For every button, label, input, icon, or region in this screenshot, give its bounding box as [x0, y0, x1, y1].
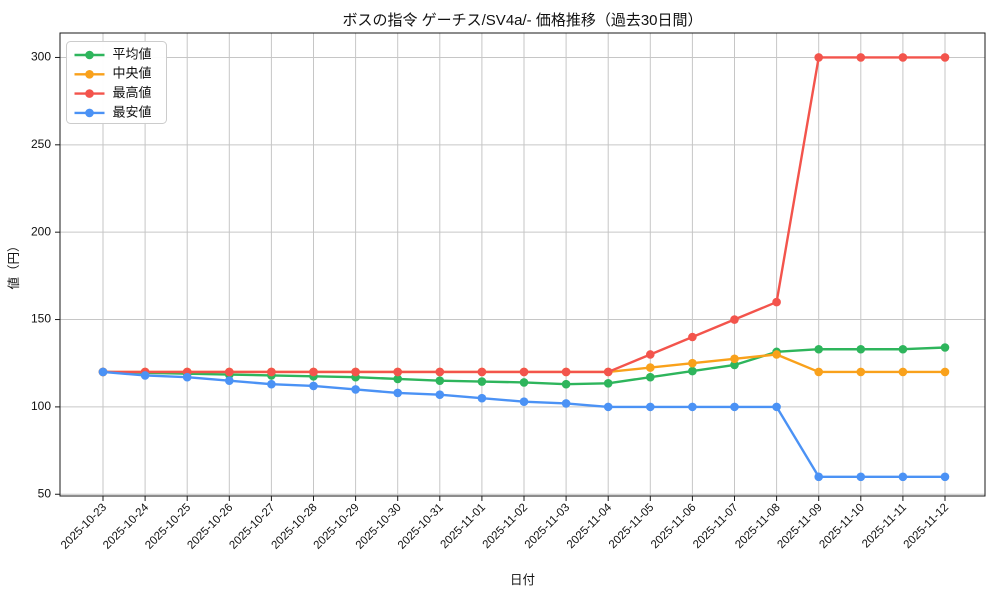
data-point-lowest: [519, 397, 529, 406]
data-point-highest: [519, 367, 529, 377]
data-point-average: [646, 372, 655, 382]
data-point-lowest: [435, 390, 445, 399]
data-point-highest: [267, 367, 276, 377]
data-point-highest: [898, 53, 908, 62]
data-point-median: [940, 367, 950, 377]
data-point-highest: [603, 367, 613, 377]
data-point-average: [856, 344, 866, 354]
data-point-lowest: [898, 472, 908, 482]
data-point-highest: [688, 332, 697, 342]
data-point-lowest: [393, 388, 403, 398]
data-point-median: [730, 354, 739, 364]
legend-marker-dot-highest: [85, 89, 94, 98]
y-tick-label: 250: [31, 137, 51, 151]
x-axis-label: 日付: [510, 573, 535, 587]
data-point-average: [561, 379, 571, 389]
data-point-highest: [351, 367, 360, 377]
data-point-average: [730, 360, 739, 370]
legend-label-lowest: 最安値: [113, 104, 152, 119]
data-point-median: [772, 350, 781, 359]
data-point-highest: [856, 53, 866, 62]
data-point-highest: [814, 53, 823, 62]
data-point-highest: [393, 367, 403, 377]
data-point-median: [856, 367, 866, 377]
y-axis-label: 値（円）: [6, 239, 21, 289]
y-tick-label: 100: [31, 399, 51, 413]
data-point-lowest: [98, 367, 108, 377]
legend-marker-dot-average: [85, 50, 94, 60]
data-point-lowest: [182, 372, 192, 382]
data-point-highest: [477, 367, 487, 377]
data-point-lowest: [856, 472, 866, 482]
legend-label-highest: 最高値: [113, 85, 152, 100]
data-point-lowest: [309, 381, 318, 391]
y-tick-label: 50: [38, 486, 52, 500]
legend-label-average: 平均値: [113, 46, 152, 61]
data-point-average: [477, 377, 487, 386]
y-tick-label: 200: [31, 224, 51, 238]
data-point-lowest: [561, 399, 571, 408]
data-point-average: [898, 344, 908, 354]
legend-marker-dot-median: [85, 70, 94, 79]
data-point-average: [814, 344, 823, 354]
data-point-lowest: [688, 402, 697, 412]
data-point-average: [519, 378, 529, 387]
data-point-highest: [435, 367, 445, 377]
data-point-lowest: [814, 472, 823, 482]
chart-title: ボスの指令 ゲーチス/SV4a/- 価格推移（過去30日間）: [342, 12, 702, 29]
data-point-lowest: [730, 402, 739, 412]
data-point-lowest: [940, 472, 950, 482]
data-point-average: [688, 366, 697, 376]
data-point-lowest: [267, 379, 276, 389]
data-point-average: [603, 379, 613, 388]
data-point-highest: [225, 367, 234, 377]
data-point-average: [435, 376, 445, 385]
data-point-highest: [646, 350, 655, 359]
plot-border: [59, 32, 986, 497]
data-point-average: [940, 343, 950, 352]
data-point-highest: [730, 315, 739, 324]
legend-marker-dot-lowest: [85, 108, 94, 118]
data-point-lowest: [603, 402, 613, 412]
data-point-highest: [309, 367, 318, 377]
data-point-lowest: [772, 402, 781, 412]
data-point-lowest: [351, 385, 360, 394]
y-tick-label: 150: [31, 312, 51, 326]
y-tick-label: 300: [31, 50, 51, 64]
data-point-lowest: [646, 402, 655, 412]
data-point-median: [898, 367, 908, 377]
legend-box: [66, 41, 167, 124]
data-point-average: [393, 374, 403, 384]
data-point-highest: [772, 297, 781, 307]
data-point-median: [814, 367, 823, 377]
data-point-median: [646, 363, 655, 372]
plot-background: [60, 33, 985, 496]
data-point-highest: [940, 53, 950, 62]
legend-label-median: 中央値: [113, 66, 152, 81]
data-point-lowest: [225, 376, 234, 385]
data-point-lowest: [477, 393, 487, 403]
data-point-median: [688, 358, 697, 368]
data-point-highest: [561, 367, 571, 377]
data-point-lowest: [140, 371, 150, 380]
